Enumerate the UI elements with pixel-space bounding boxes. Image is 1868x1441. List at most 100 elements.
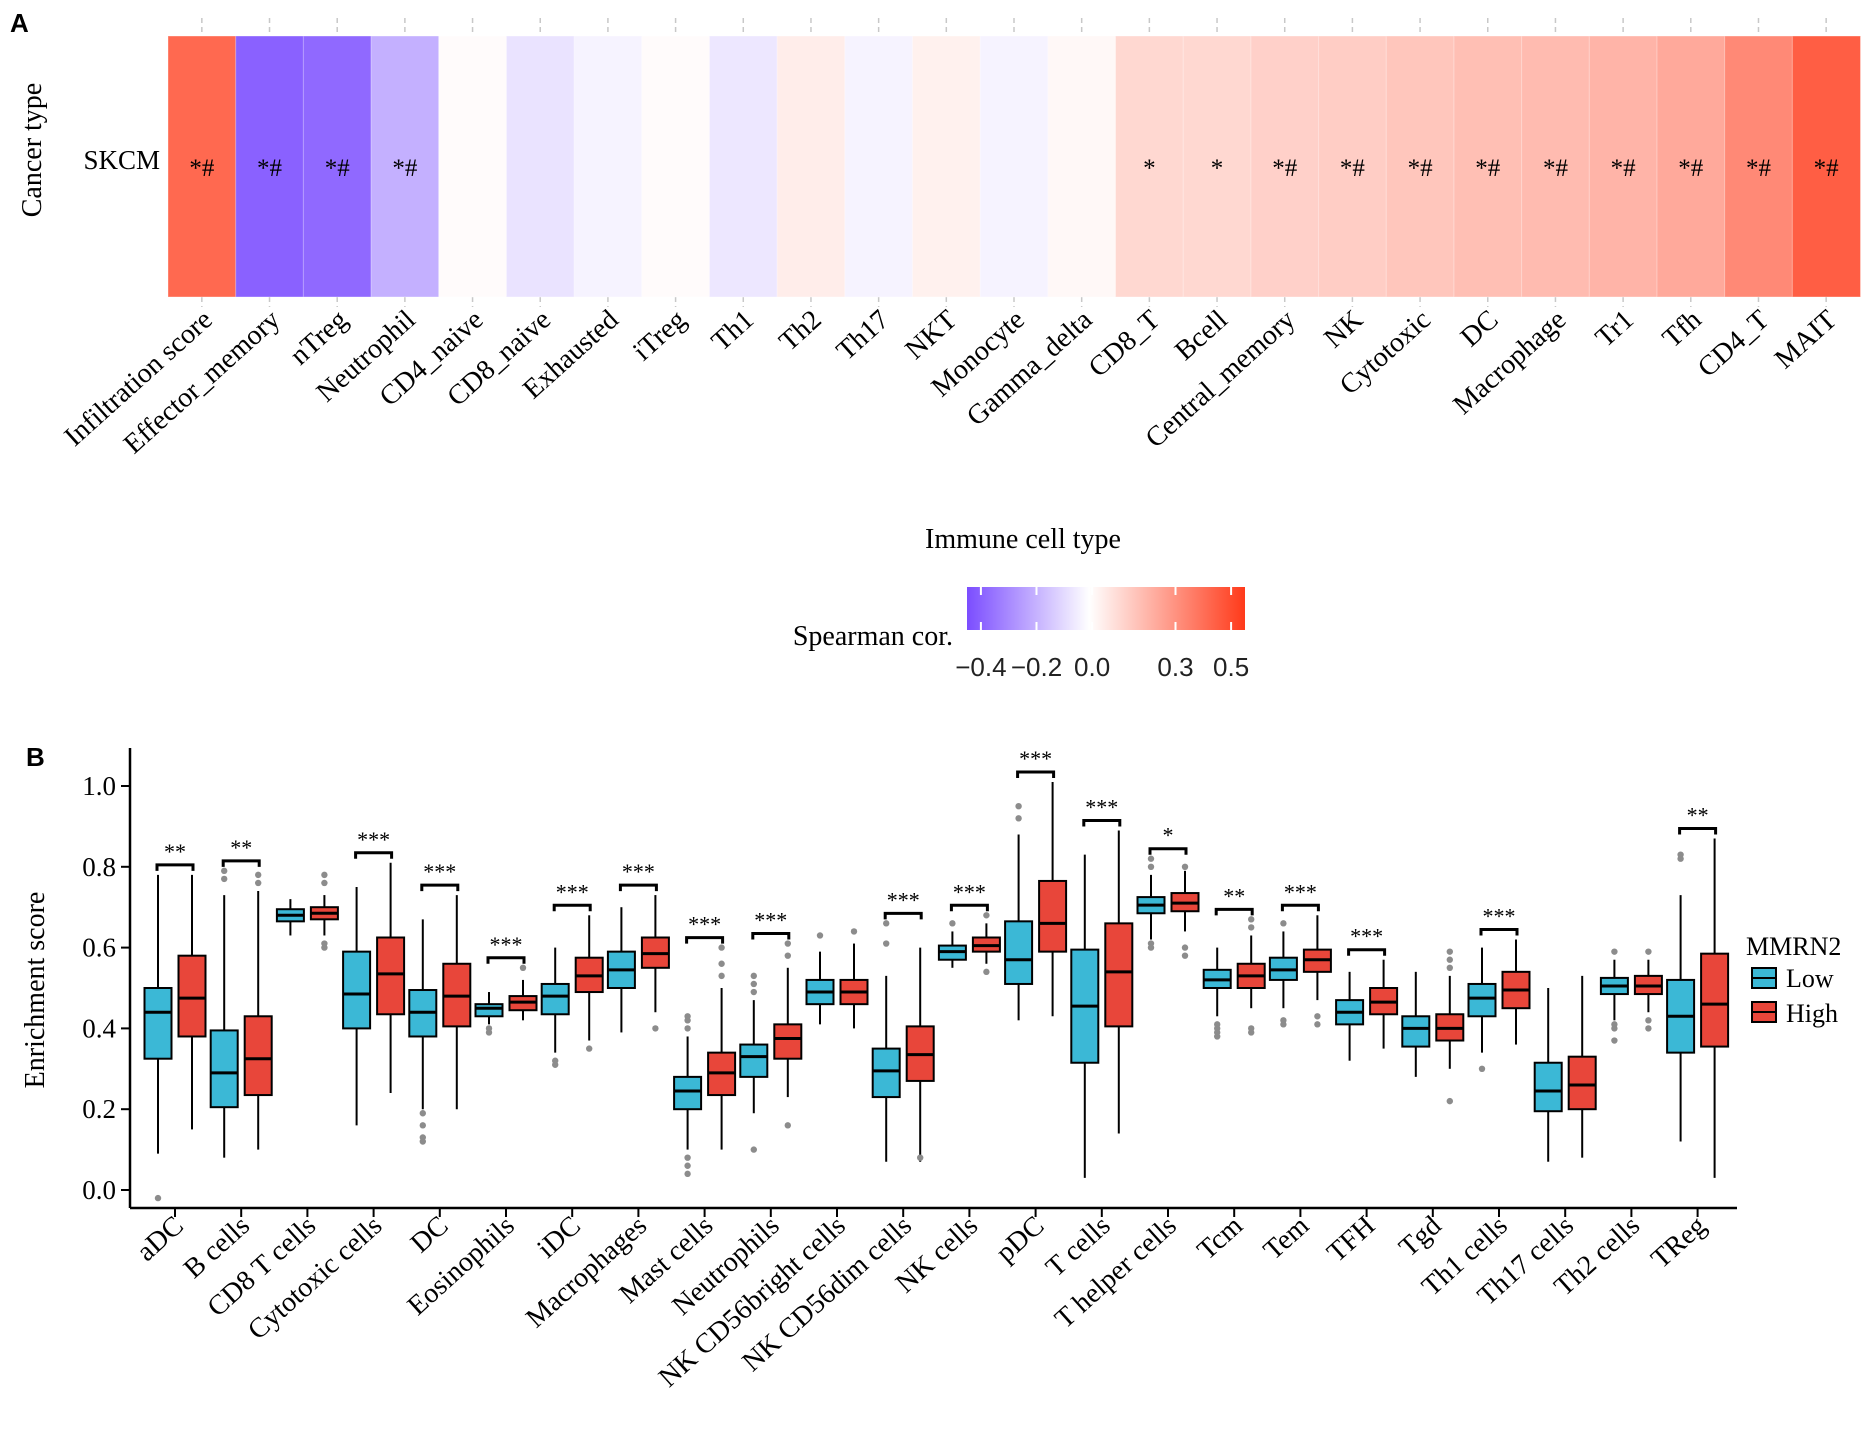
- box-iqr: [342, 950, 372, 1030]
- box-outlier: [1147, 863, 1155, 870]
- box-outlier: [750, 988, 757, 996]
- significance-stars: ***: [1284, 879, 1317, 904]
- x-tick-label: DC: [405, 1210, 455, 1259]
- box-high: [773, 940, 803, 1129]
- significance-stars: ***: [556, 879, 589, 904]
- box-iqr: [1004, 920, 1034, 985]
- box-outlier: [1478, 1065, 1486, 1073]
- box-low: [1599, 948, 1629, 1044]
- box-outlier: [684, 1170, 691, 1178]
- box-outlier: [321, 879, 328, 887]
- significance-bracket: [1148, 847, 1188, 855]
- colorbar-tick-label: −0.2: [1011, 652, 1062, 682]
- significance-bracket: [155, 863, 195, 871]
- heatmap-cell: [641, 35, 711, 298]
- heatmap-x-tick-label: Th17: [831, 304, 896, 367]
- box-outlier: [718, 972, 725, 980]
- box-low: [606, 907, 636, 1033]
- box-outlier: [750, 972, 757, 980]
- box-outlier: [784, 952, 791, 959]
- box-high: [971, 912, 1001, 976]
- significance-stars: ***: [688, 912, 721, 937]
- box-outlier: [321, 940, 328, 947]
- box-high: [243, 871, 273, 1150]
- box-low: [209, 867, 239, 1158]
- significance-bracket: [221, 859, 261, 867]
- colorbar-tick-label: 0.5: [1213, 652, 1249, 682]
- heatmap-x-axis-label: Immune cell type: [925, 524, 1121, 555]
- heatmap-x-tick-label: CD8_T: [1083, 304, 1166, 383]
- x-tick-label: TReg: [1645, 1210, 1712, 1275]
- heatmap-cell: [370, 35, 440, 298]
- box-outlier: [1147, 940, 1155, 947]
- box-outlier: [1446, 964, 1454, 971]
- heatmap-row-label: SKCM: [83, 145, 160, 175]
- box-outlier: [419, 1110, 426, 1117]
- box-outlier: [684, 1025, 691, 1032]
- panel-a-label: A: [10, 8, 29, 38]
- box-high: [1700, 838, 1730, 1178]
- heatmap-x-tick-label: Th2: [773, 304, 827, 357]
- heatmap-x-tick-label: DC: [1455, 304, 1505, 353]
- box-low: [1202, 947, 1232, 1040]
- box-outlier: [1214, 1021, 1221, 1028]
- box-low: [673, 1013, 703, 1178]
- heatmap-significance-mark: *#: [1678, 155, 1704, 182]
- box-high: [309, 871, 339, 951]
- y-tick-label: 1.0: [82, 771, 116, 801]
- heatmap-cell: [235, 35, 305, 298]
- box-outlier: [750, 1146, 757, 1153]
- significance-bracket: [354, 851, 394, 859]
- box-outlier: [718, 960, 725, 967]
- box-low: [805, 932, 835, 1025]
- box-low: [408, 919, 438, 1145]
- box-outlier: [485, 1025, 493, 1032]
- box-outlier: [1147, 855, 1155, 862]
- box-high: [1435, 948, 1465, 1105]
- heatmap-cell: [979, 35, 1049, 298]
- heatmap-x-tick-label: Tr1: [1590, 304, 1640, 353]
- heatmap-x-tick-label: Tfh: [1657, 304, 1708, 354]
- box-iqr: [773, 1023, 803, 1060]
- significance-stars: ***: [357, 827, 390, 852]
- x-tick-label: iDC: [531, 1210, 586, 1264]
- box-high: [1369, 959, 1399, 1049]
- panel-a-heatmap: A *# *# *# *# * * *# *# *# *# *# *# *# *# *# SKCM Canc…: [10, 8, 1861, 682]
- box-outlier: [1446, 1097, 1454, 1105]
- box-outlier: [552, 1057, 559, 1064]
- box-high: [1038, 781, 1068, 1017]
- box-outlier: [684, 1162, 691, 1169]
- significance-bracket: [685, 936, 725, 944]
- heatmap-x-tick-label: Th1: [706, 304, 760, 357]
- y-tick-label: 0.4: [82, 1013, 116, 1043]
- colorbar-ticks: −0.4 −0.2 0.0 0.3 0.5: [955, 587, 1249, 682]
- box-outlier: [816, 932, 824, 939]
- box-outlier: [983, 968, 990, 976]
- box-outlier: [255, 871, 262, 879]
- heatmap-significance-mark: *#: [392, 155, 418, 182]
- box-iqr: [1401, 1015, 1431, 1048]
- box-iqr: [376, 936, 406, 1016]
- box-high: [707, 944, 737, 1150]
- boxplot-significance: ** ** ****************** ****** ************…: [155, 746, 1718, 964]
- panel-b-boxplot: B 0.00.20.40.60.81.0 ** ** ***************…: [20, 742, 1841, 1393]
- significance-stars: ***: [754, 908, 787, 933]
- significance-bracket: [486, 956, 526, 964]
- box-high: [1567, 975, 1597, 1158]
- box-low: [1070, 854, 1100, 1178]
- heatmap-cell: [573, 35, 643, 298]
- x-tick-label: Tcm: [1191, 1210, 1249, 1266]
- heatmap-significance-mark: *: [1143, 155, 1156, 182]
- heatmap-significance-mark: *: [1211, 155, 1224, 182]
- significance-stars: ***: [423, 859, 456, 884]
- box-iqr: [540, 982, 570, 1016]
- significance-bracket: [1280, 903, 1320, 912]
- box-outlier: [949, 920, 956, 927]
- heatmap-y-axis-label: Cancer type: [17, 83, 48, 218]
- boxplot-axes: 0.0 0.2 0.4 0.6 0.8 1.0: [82, 748, 1737, 1217]
- heatmap-cell: [505, 35, 576, 298]
- box-iqr: [871, 1047, 901, 1099]
- box-outlier: [883, 940, 890, 947]
- heatmap-cell: [167, 35, 237, 298]
- significance-stars: ***: [953, 879, 986, 904]
